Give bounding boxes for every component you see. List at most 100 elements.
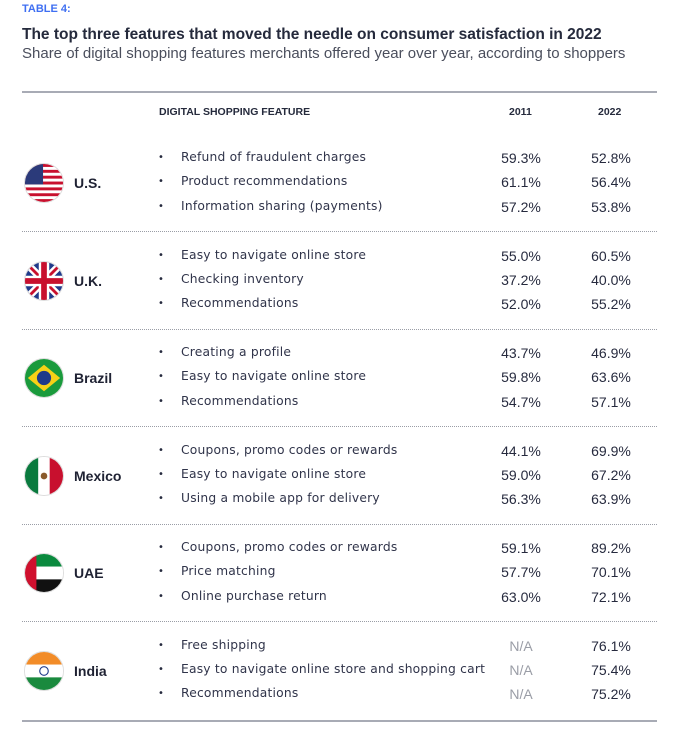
bullet-icon: • <box>158 200 164 212</box>
table-row: • Information sharing (payments) 57.2% 5… <box>22 199 657 219</box>
value-2011: 37.2% <box>501 271 541 288</box>
india-flag-icon <box>24 650 64 691</box>
feature-name: Checking inventory <box>181 271 304 286</box>
table-label: TABLE 4: <box>22 3 71 15</box>
table-row: • Easy to navigate online store 55.0% 60… <box>22 248 657 268</box>
value-2022: 57.1% <box>591 393 631 410</box>
bullet-icon: • <box>158 273 164 285</box>
brazil-flag-icon <box>24 358 64 398</box>
value-2022: 63.9% <box>591 491 631 508</box>
value-2011: 61.1% <box>501 174 541 191</box>
feature-name: Information sharing (payments) <box>181 198 383 213</box>
feature-name: Easy to navigate online store and shoppi… <box>181 661 486 676</box>
value-2011: 59.0% <box>501 466 541 483</box>
feature-name: Easy to navigate online store <box>181 466 367 481</box>
value-2022: 75.4% <box>591 661 631 678</box>
country-name: Mexico <box>74 467 122 484</box>
country-name: U.K. <box>74 272 102 289</box>
value-2022: 56.4% <box>591 174 631 191</box>
header-feature: DIGITAL SHOPPING FEATURE <box>159 106 311 118</box>
value-2022: 55.2% <box>591 296 631 313</box>
feature-name: Coupons, promo codes or rewards <box>181 540 398 554</box>
table-subtitle: Share of digital shopping features merch… <box>22 45 626 62</box>
value-2011: 56.3% <box>501 491 541 508</box>
table-row: • Using a mobile app for delivery 56.3% … <box>22 491 657 511</box>
country-group-mexico: Mexico • Coupons, promo codes or rewards… <box>22 428 657 525</box>
country-name: UAE <box>74 565 104 581</box>
top-rule <box>22 91 657 93</box>
bullet-icon: • <box>158 590 164 602</box>
mexico-flag-icon <box>24 455 64 496</box>
bottom-rule <box>22 720 657 722</box>
value-2022: 75.2% <box>591 686 631 703</box>
bullet-icon: • <box>158 542 164 553</box>
feature-name: Creating a profile <box>181 345 292 359</box>
value-2011: N/A <box>509 661 533 678</box>
value-2011: 59.1% <box>501 540 541 556</box>
country-group-brazil: Brazil • Creating a profile 43.7% 46.9% … <box>22 330 657 427</box>
feature-name: Price matching <box>181 564 276 579</box>
value-2011: 52.0% <box>501 296 541 313</box>
table-row: • Easy to navigate online store 59.0% 67… <box>22 467 657 487</box>
value-2022: 72.1% <box>591 588 631 605</box>
country-name: India <box>74 662 107 679</box>
feature-name: Coupons, promo codes or rewards <box>181 442 398 457</box>
feature-name: Recommendations <box>181 296 299 311</box>
feature-name: Product recommendations <box>181 174 348 189</box>
value-2022: 60.5% <box>591 247 631 264</box>
value-2011: 57.7% <box>501 564 541 581</box>
feature-name: Recommendations <box>181 393 299 408</box>
table-title: The top three features that moved the ne… <box>22 26 602 43</box>
header-2022: 2022 <box>598 106 622 118</box>
table-row: • Easy to navigate online store 59.8% 63… <box>22 369 657 389</box>
country-group-india: India • Free shipping N/A 76.1% • Easy t… <box>22 623 657 720</box>
value-2011: 43.7% <box>501 345 541 361</box>
bullet-icon: • <box>158 444 164 456</box>
bullet-icon: • <box>158 249 164 261</box>
country-group-uae: UAE • Coupons, promo codes or rewards 59… <box>22 525 657 622</box>
value-2022: 53.8% <box>591 198 631 215</box>
table-row: • Refund of fraudulent charges 59.3% 52.… <box>22 150 657 170</box>
value-2011: 55.0% <box>501 247 541 264</box>
value-2011: 63.0% <box>501 588 541 605</box>
bullet-icon: • <box>158 566 164 578</box>
value-2022: 67.2% <box>591 466 631 483</box>
uk-flag-icon <box>24 260 64 301</box>
value-2011: N/A <box>509 686 533 703</box>
feature-name: Online purchase return <box>181 588 327 603</box>
value-2022: 69.9% <box>591 442 631 459</box>
feature-name: Recommendations <box>181 686 299 701</box>
bullet-icon: • <box>158 395 164 407</box>
bullet-icon: • <box>158 152 164 163</box>
header-2011: 2011 <box>509 106 532 118</box>
value-2011: 54.7% <box>501 393 541 410</box>
table-row: • Coupons, promo codes or rewards 44.1% … <box>22 443 657 463</box>
table-row: • Coupons, promo codes or rewards 59.1% … <box>22 540 657 560</box>
value-2022: 63.6% <box>591 369 631 386</box>
table-row: • Creating a profile 43.7% 46.9% <box>22 345 657 365</box>
table-row: • Recommendations N/A 75.2% <box>22 686 657 706</box>
value-2011: 59.8% <box>501 369 541 386</box>
country-name: U.S. <box>74 175 102 191</box>
country-name: Brazil <box>74 370 113 386</box>
value-2011: 44.1% <box>501 442 541 459</box>
value-2022: 52.8% <box>591 150 631 166</box>
bullet-icon: • <box>158 493 164 505</box>
bullet-icon: • <box>158 298 164 310</box>
bullet-icon: • <box>158 663 164 675</box>
uae-flag-icon <box>24 553 64 593</box>
feature-name: Free shipping <box>181 637 266 652</box>
bullet-icon: • <box>158 371 164 383</box>
table-row: • Recommendations 52.0% 55.2% <box>22 296 657 316</box>
feature-name: Easy to navigate online store <box>181 247 367 262</box>
us-flag-icon <box>24 163 64 203</box>
table-row: • Price matching 57.7% 70.1% <box>22 564 657 584</box>
feature-name: Easy to navigate online store <box>181 369 367 384</box>
table-row: • Product recommendations 61.1% 56.4% <box>22 174 657 194</box>
bullet-icon: • <box>158 468 164 480</box>
value-2022: 46.9% <box>591 345 631 361</box>
bullet-icon: • <box>158 688 164 700</box>
value-2022: 89.2% <box>591 540 631 556</box>
value-2011: 59.3% <box>501 150 541 166</box>
country-group-uk: U.K. • Easy to navigate online store 55.… <box>22 233 657 330</box>
